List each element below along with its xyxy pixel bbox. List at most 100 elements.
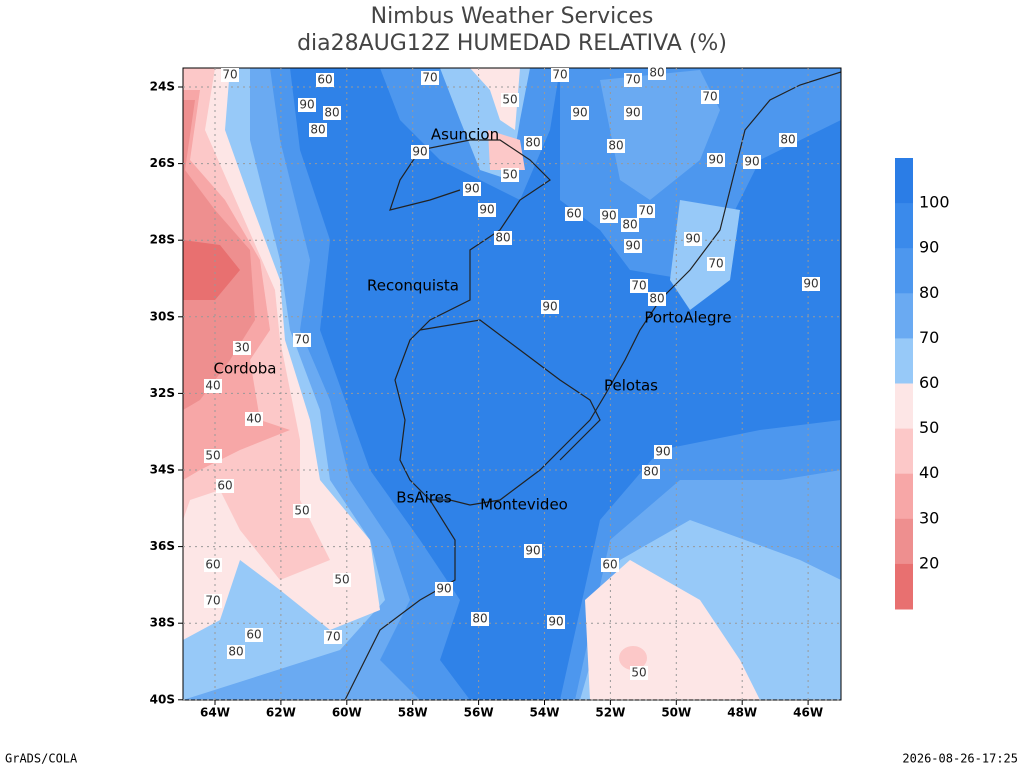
colorbar-label: 20 bbox=[919, 553, 939, 572]
contour-label: 80 bbox=[643, 465, 658, 479]
lon-label: 56W bbox=[464, 706, 494, 720]
contour-label-bg bbox=[293, 333, 311, 347]
city-label: Pelotas bbox=[604, 377, 658, 395]
city-label: Reconquista bbox=[367, 277, 459, 295]
contour-label: 40 bbox=[246, 412, 261, 426]
contour-label: 90 bbox=[299, 98, 314, 112]
contour-label: 90 bbox=[625, 106, 640, 120]
contour-label: 80 bbox=[228, 645, 243, 659]
city-label: Asuncion bbox=[431, 126, 499, 144]
lat-label: 40S bbox=[150, 692, 175, 706]
contour-label-bg bbox=[624, 239, 642, 253]
contour-label-bg bbox=[233, 341, 251, 355]
contour-label: 90 bbox=[479, 203, 494, 217]
contour-label: 70 bbox=[708, 257, 723, 271]
contour-label: 90 bbox=[464, 182, 479, 196]
contour-label-bg bbox=[204, 594, 222, 608]
contour-label-bg bbox=[324, 630, 342, 644]
contour-label: 50 bbox=[294, 504, 309, 518]
map-frame bbox=[182, 67, 842, 701]
lat-label: 30S bbox=[150, 309, 175, 323]
colorbar-swatch bbox=[895, 563, 913, 610]
lat-label: 34S bbox=[150, 463, 175, 477]
colorbar-label: 80 bbox=[919, 283, 939, 302]
contour-label: 70 bbox=[422, 71, 437, 85]
colorbar-swatch bbox=[895, 473, 913, 520]
contour-label: 80 bbox=[525, 136, 540, 150]
contour-label: 70 bbox=[702, 90, 717, 104]
colorbar-swatch bbox=[895, 158, 913, 204]
contour-label-bg bbox=[471, 612, 489, 626]
contour-label-bg bbox=[571, 106, 589, 120]
contour-label: 90 bbox=[625, 239, 640, 253]
contour-label: 90 bbox=[655, 445, 670, 459]
contour-label: 80 bbox=[310, 123, 325, 137]
lon-label: 48W bbox=[727, 706, 757, 720]
map-fill bbox=[183, 68, 841, 700]
contour-label: 50 bbox=[502, 93, 517, 107]
lat-label: 32S bbox=[150, 386, 175, 400]
contour-label: 80 bbox=[495, 231, 510, 245]
contour-label-bg bbox=[779, 133, 797, 147]
contour-label-bg bbox=[216, 479, 234, 493]
contour-label: 80 bbox=[649, 292, 664, 306]
contour-label-bg bbox=[642, 465, 660, 479]
contour-label-bg bbox=[624, 73, 642, 87]
contour-label-bg bbox=[654, 445, 672, 459]
contour-label-bg bbox=[204, 558, 222, 572]
contour-label-bg bbox=[501, 93, 519, 107]
contour-label: 50 bbox=[631, 666, 646, 680]
colorbar-label: 60 bbox=[919, 373, 939, 392]
contour-label-bg bbox=[648, 66, 666, 80]
contour-label: 80 bbox=[472, 612, 487, 626]
contour-label-bg bbox=[494, 231, 512, 245]
contour-label: 90 bbox=[601, 209, 616, 223]
contour-label: 50 bbox=[205, 449, 220, 463]
contour-label: 90 bbox=[744, 155, 759, 169]
contour-label-bg bbox=[541, 300, 559, 314]
contour-label-bg bbox=[607, 139, 625, 153]
contour-label: 60 bbox=[566, 207, 581, 221]
lon-label: 46W bbox=[793, 706, 823, 720]
labels: 24S 26S 28S 30S 32S 34S 36S 38S 40S 64W 62W 60W 58W 5… bbox=[150, 66, 823, 720]
contour-label-bg bbox=[621, 218, 639, 232]
contour-label-bg bbox=[648, 292, 666, 306]
contour-label-bg bbox=[298, 98, 316, 112]
contour-label-bg bbox=[323, 106, 341, 120]
contour-label: 30 bbox=[234, 341, 249, 355]
contour-label-bg bbox=[421, 71, 439, 85]
contour-label-bg bbox=[221, 68, 239, 82]
contour-label: 70 bbox=[552, 68, 567, 82]
colorbar-swatch bbox=[895, 248, 913, 294]
lat-label: 26S bbox=[150, 156, 175, 170]
lon-label: 54W bbox=[530, 706, 560, 720]
contour-label-bg bbox=[684, 232, 702, 246]
colorbar-swatch bbox=[895, 293, 913, 339]
contour-label: 90 bbox=[525, 544, 540, 558]
contour-label: 70 bbox=[325, 630, 340, 644]
lon-label: 52W bbox=[595, 706, 625, 720]
contour-label: 90 bbox=[542, 300, 557, 314]
contour-label-bg bbox=[551, 68, 569, 82]
contour-label: 70 bbox=[294, 333, 309, 347]
colorbar-swatch bbox=[895, 338, 913, 384]
contour-label: 60 bbox=[205, 558, 220, 572]
contour-label: 90 bbox=[708, 153, 723, 167]
city-label: PortoAlegre bbox=[644, 309, 731, 327]
contour-label-bg bbox=[435, 582, 453, 596]
contour-label: 80 bbox=[324, 106, 339, 120]
contour-label: 70 bbox=[222, 68, 237, 82]
contour-label: 60 bbox=[217, 479, 232, 493]
contour-label-bg bbox=[630, 279, 648, 293]
contour-label-bg bbox=[293, 504, 311, 518]
contour-label: 90 bbox=[572, 106, 587, 120]
lon-label: 64W bbox=[200, 706, 230, 720]
colorbar-label: 100 bbox=[919, 193, 950, 212]
contour-label: 40 bbox=[205, 379, 220, 393]
lat-label: 36S bbox=[150, 539, 175, 553]
contour-label: 80 bbox=[649, 66, 664, 80]
contour-label: 60 bbox=[602, 558, 617, 572]
city-label: Cordoba bbox=[214, 360, 277, 378]
footer-left: GrADS/COLA bbox=[5, 752, 78, 766]
